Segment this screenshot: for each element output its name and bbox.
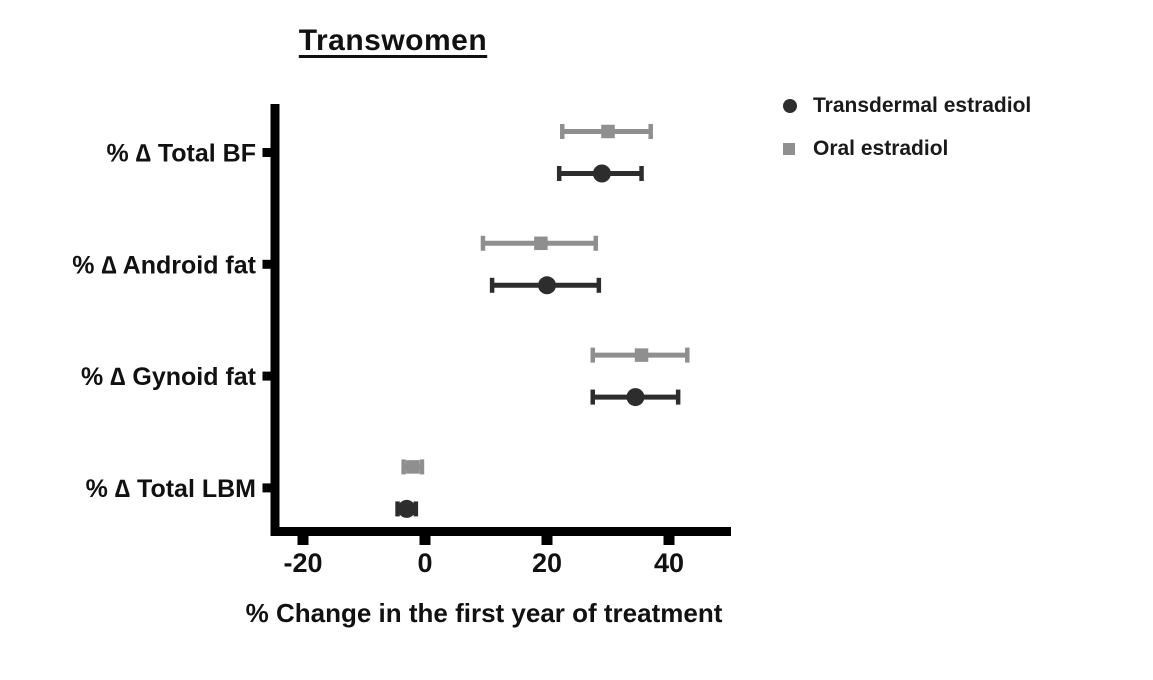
x-tick-mark bbox=[663, 536, 675, 545]
x-tick-label: 40 bbox=[654, 548, 684, 578]
square-marker-icon bbox=[783, 142, 795, 155]
y-category-label: % ∆ Total LBM bbox=[86, 475, 256, 503]
data-point-square bbox=[634, 348, 649, 362]
legend-label-oral: Oral estradiol bbox=[813, 136, 949, 160]
y-tick-mark bbox=[262, 148, 273, 157]
legend: Transdermal estradiol Oral estradiol bbox=[783, 84, 1031, 170]
data-point-square bbox=[406, 460, 420, 474]
legend-marker-cell bbox=[783, 142, 813, 155]
data-point-square bbox=[534, 236, 548, 251]
y-tick-mark bbox=[262, 483, 273, 493]
data-point-circle bbox=[397, 499, 416, 518]
legend-marker-cell bbox=[783, 98, 813, 113]
data-point-circle bbox=[538, 276, 556, 295]
x-tick-label: 20 bbox=[532, 548, 562, 578]
chart-title: Transwomen bbox=[298, 24, 488, 57]
legend-label-transdermal: Transdermal estradiol bbox=[813, 93, 1032, 117]
data-point-square bbox=[601, 124, 615, 139]
x-tick-mark bbox=[297, 536, 309, 545]
y-category-label: % ∆ Gynoid fat bbox=[81, 363, 257, 391]
y-tick-mark bbox=[262, 259, 273, 269]
x-tick-mark bbox=[419, 536, 431, 545]
legend-item-oral: Oral estradiol bbox=[783, 127, 1031, 170]
y-category-label: % ∆ Total BF bbox=[106, 140, 256, 168]
y-category-label: % ∆ Android fat bbox=[72, 251, 256, 279]
legend-item-transdermal: Transdermal estradiol bbox=[783, 84, 1031, 127]
x-tick-label: 0 bbox=[417, 548, 432, 578]
x-tick-mark bbox=[541, 536, 553, 545]
circle-marker-icon bbox=[783, 98, 797, 113]
data-point-circle bbox=[626, 388, 645, 407]
x-axis-title: % Change in the first year of treatment bbox=[245, 598, 723, 628]
x-tick-label: -20 bbox=[283, 548, 322, 578]
y-tick-mark bbox=[262, 371, 273, 381]
data-point-circle bbox=[592, 164, 611, 183]
